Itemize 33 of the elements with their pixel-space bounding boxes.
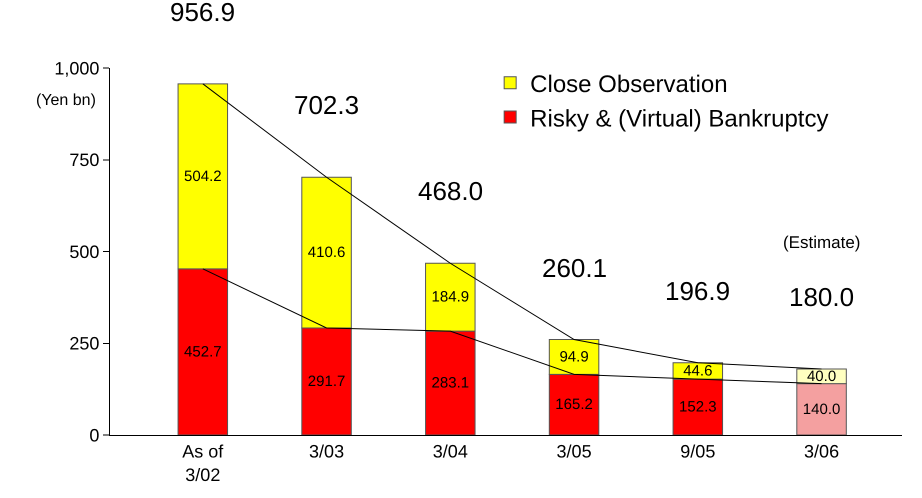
x-tick-label: 3/04 xyxy=(432,442,468,462)
data-label: 283.1 xyxy=(432,374,470,392)
data-label: 152.3 xyxy=(679,398,717,416)
total-label: 956.9 xyxy=(170,0,236,27)
y-tick-label: 750 xyxy=(69,150,100,170)
data-label: 40.0 xyxy=(806,368,836,385)
x-tick-label: 3/03 xyxy=(309,442,344,462)
y-tick-label: 0 xyxy=(89,425,100,446)
data-label: 291.7 xyxy=(308,372,346,390)
data-label: 94.9 xyxy=(559,348,589,366)
text: (Yen bn) xyxy=(36,92,96,109)
data-label: 410.6 xyxy=(308,244,346,262)
total-label: 180.0 xyxy=(789,282,854,312)
x-tick-label: 3/06 xyxy=(804,442,840,462)
legend-label: Close Observation xyxy=(530,71,728,98)
data-label: 44.6 xyxy=(683,362,712,380)
data-label: 504.2 xyxy=(184,168,222,185)
y-tick-label: 250 xyxy=(69,334,100,354)
y-tick-label: 1,000 xyxy=(54,58,100,78)
data-label: 184.9 xyxy=(432,288,470,306)
total-label: 260.1 xyxy=(542,253,608,283)
y-tick-label: 500 xyxy=(69,242,100,262)
x-tick-label: 3/05 xyxy=(556,442,592,462)
legend-label: Risky & (Virtual) Bankruptcy xyxy=(530,105,828,132)
data-label: 140.0 xyxy=(802,400,840,418)
total-label: 196.9 xyxy=(665,276,730,306)
data-label: 452.7 xyxy=(184,343,222,360)
data-label: 165.2 xyxy=(555,396,593,414)
x-tick-label: 9/05 xyxy=(680,442,716,462)
total-label: 468.0 xyxy=(418,176,484,206)
total-label: 702.3 xyxy=(294,90,360,120)
x-tick-label: As of 3/02 xyxy=(182,442,224,485)
annotation: (Estimate) xyxy=(783,233,860,252)
